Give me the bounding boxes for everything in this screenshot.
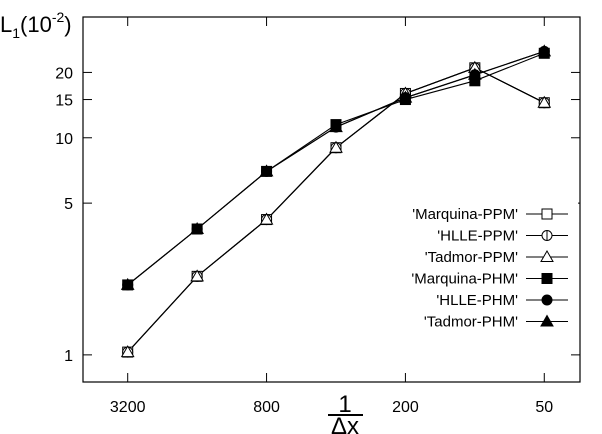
legend-marker xyxy=(540,314,554,327)
y-axis-label-subscript: 1 xyxy=(12,25,20,41)
plot-frame xyxy=(82,16,581,383)
legend-marker xyxy=(541,294,553,306)
data-point xyxy=(329,140,343,153)
legend-marker xyxy=(541,273,553,284)
y-axis-label-paren-close: ) xyxy=(64,12,71,37)
data-point xyxy=(467,67,482,80)
legend-label: 'Tadmor-PPM' xyxy=(425,249,518,266)
y-tick-label: 1 xyxy=(64,348,73,365)
y-tick-label: 20 xyxy=(55,65,73,82)
y-tick-label: 10 xyxy=(55,131,73,148)
y-axis-label-paren-open: (10 xyxy=(20,12,52,37)
data-point xyxy=(398,90,413,103)
data-point xyxy=(259,164,274,177)
x-axis-label-denominator: Δx xyxy=(331,413,359,434)
data-point xyxy=(120,277,135,290)
legend-label: 'Marquina-PHM' xyxy=(411,271,518,288)
x-tick-label: 200 xyxy=(392,399,419,416)
legend-label: 'Tadmor-PHM' xyxy=(424,314,518,331)
legend-label: 'HLLE-PPM' xyxy=(437,228,518,245)
x-tick-label: 3200 xyxy=(110,399,146,416)
data-point xyxy=(537,95,552,108)
legend-marker xyxy=(541,230,553,241)
series-markers-5 xyxy=(120,44,552,290)
x-tick-label: 800 xyxy=(253,399,280,416)
legend-marker-shape xyxy=(541,294,553,306)
legend-label: 'HLLE-PHM' xyxy=(436,292,518,309)
data-point xyxy=(190,269,204,282)
legend-marker xyxy=(541,208,553,220)
y-axis-label-base: L xyxy=(0,12,12,37)
y-axis-label-exponent: -2 xyxy=(52,9,65,25)
data-point xyxy=(190,221,204,235)
legend-marker xyxy=(540,249,554,262)
y-tick-label: 15 xyxy=(55,93,73,110)
data-point xyxy=(259,212,274,225)
series-group xyxy=(120,44,552,358)
y-axis-label: L1(10-2) xyxy=(0,9,72,41)
data-point xyxy=(537,44,552,57)
data-point xyxy=(120,345,135,358)
legend: 'Marquina-PPM' 'HLLE-PPM' 'Tadmor-PPM' 'Mar… xyxy=(411,206,568,331)
y-tick-label: 5 xyxy=(64,196,73,213)
legend-label: 'Marquina-PPM' xyxy=(412,206,518,223)
data-point xyxy=(329,120,343,133)
x-axis-label-numerator: 1 xyxy=(338,391,351,418)
x-tick-label: 50 xyxy=(535,399,553,416)
